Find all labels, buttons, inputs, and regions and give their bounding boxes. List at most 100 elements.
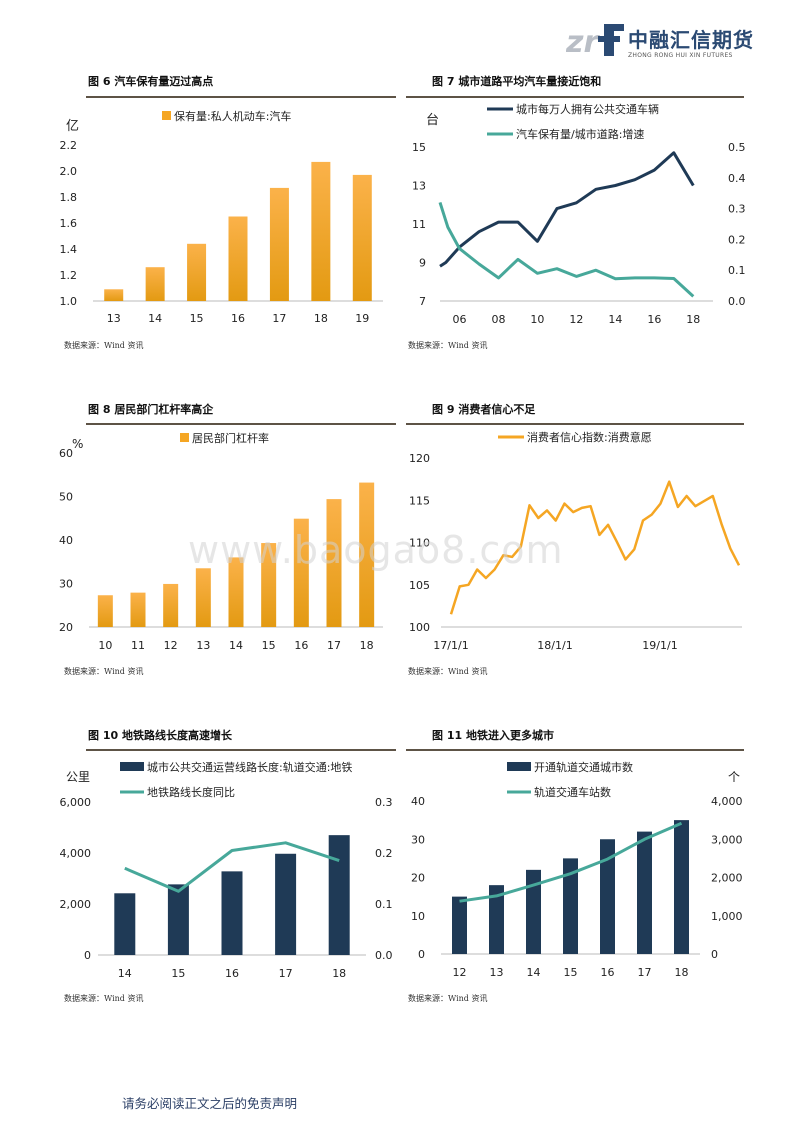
fig11-bar bbox=[489, 885, 504, 954]
fig11-bar bbox=[452, 896, 467, 954]
fig10-y-left-unit: 公里 bbox=[66, 770, 90, 784]
fig10-x-tick: 14 bbox=[118, 967, 132, 980]
figure-10-rule bbox=[86, 749, 396, 751]
fig10-x-tick: 16 bbox=[225, 967, 239, 980]
svg-text:zr: zr bbox=[566, 25, 600, 60]
fig7-y-left-tick: 11 bbox=[412, 218, 426, 231]
company-logo: zr 中融汇信期货 ZHONG RONG HUI XIN FUTURES bbox=[566, 20, 756, 64]
fig11-legend-label-line: 轨道交通车站数 bbox=[534, 785, 611, 799]
fig11-y-right-tick: 4,000 bbox=[711, 795, 743, 808]
fig11-bar bbox=[526, 869, 541, 954]
fig11-y-right-tick: 2,000 bbox=[711, 872, 743, 885]
fig10-legend-label-bar: 城市公共交通运营线路长度:轨道交通:地铁 bbox=[147, 760, 352, 774]
fig8-x-tick: 14 bbox=[229, 639, 243, 652]
fig11-y-right-unit: 个 bbox=[728, 770, 740, 784]
fig11-x-tick: 16 bbox=[601, 966, 615, 979]
figure-11-source: 数据来源：Wind 资讯 bbox=[408, 994, 488, 1003]
figure-10-title: 图 10 地铁路线长度高速增长 bbox=[88, 729, 232, 742]
disclaimer-footer: 请务必阅读正文之后的免责声明 bbox=[122, 1096, 298, 1111]
fig8-x-tick: 12 bbox=[164, 639, 178, 652]
fig8-x-tick: 16 bbox=[294, 639, 308, 652]
fig8-y-tick: 30 bbox=[59, 578, 73, 591]
fig7-y-right-tick: 0.1 bbox=[728, 264, 746, 277]
fig8-bar bbox=[195, 568, 211, 627]
fig10-bar bbox=[221, 871, 243, 955]
fig7-y-left-tick: 7 bbox=[419, 295, 426, 308]
fig7-legend-label: 汽车保有量/城市道路:增速 bbox=[516, 127, 644, 141]
fig8-bar bbox=[228, 557, 244, 627]
fig10-y-right-tick: 0.0 bbox=[375, 949, 393, 962]
fig6-y-tick: 2.2 bbox=[60, 139, 78, 152]
fig8-legend-label: 居民部门杠杆率 bbox=[192, 431, 269, 445]
fig8-x-tick: 10 bbox=[98, 639, 112, 652]
figure-8-title: 图 8 居民部门杠杆率高企 bbox=[88, 403, 214, 416]
fig8-y-tick: 40 bbox=[59, 534, 73, 547]
fig10-bar bbox=[328, 835, 350, 955]
fig10-x-tick: 15 bbox=[171, 967, 185, 980]
fig7-y-left-tick: 13 bbox=[412, 180, 426, 193]
fig10-x-tick: 17 bbox=[279, 967, 293, 980]
fig8-bar bbox=[261, 543, 277, 627]
fig9-y-tick: 120 bbox=[409, 452, 430, 465]
fig6-bar bbox=[228, 216, 248, 301]
fig8-y-tick: 50 bbox=[59, 491, 73, 504]
fig7-x-tick: 18 bbox=[686, 313, 700, 326]
fig7-y-right-tick: 0.5 bbox=[728, 141, 746, 154]
figure-6-rule bbox=[86, 96, 396, 98]
fig9-y-tick: 115 bbox=[409, 494, 430, 507]
logo-english-name: ZHONG RONG HUI XIN FUTURES bbox=[628, 52, 733, 59]
fig7-x-tick: 16 bbox=[647, 313, 661, 326]
fig8-x-tick: 15 bbox=[262, 639, 276, 652]
fig7-y-right-tick: 0.0 bbox=[728, 295, 746, 308]
fig11-y-right-tick: 0 bbox=[711, 948, 718, 961]
fig7-y-left-tick: 15 bbox=[412, 141, 426, 154]
fig10-legend-swatch-bar bbox=[120, 762, 144, 771]
fig11-x-tick: 12 bbox=[453, 966, 467, 979]
fig11-y-left-tick: 0 bbox=[418, 948, 425, 961]
watermark: www.baogao8.com bbox=[188, 528, 564, 572]
fig10-y-right-tick: 0.1 bbox=[375, 898, 393, 911]
figure-11-title: 图 11 地铁进入更多城市 bbox=[432, 729, 554, 742]
logo-mark-icon: zr bbox=[566, 24, 624, 60]
fig9-y-tick: 105 bbox=[409, 579, 430, 592]
fig9-y-tick: 110 bbox=[409, 537, 430, 550]
fig6-y-tick: 1.2 bbox=[60, 269, 78, 282]
fig11-y-left-tick: 20 bbox=[411, 872, 425, 885]
fig10-y-left-tick: 4,000 bbox=[60, 847, 92, 860]
fig10-y-left-tick: 0 bbox=[84, 949, 91, 962]
fig8-x-tick: 18 bbox=[360, 639, 374, 652]
fig7-series-line bbox=[439, 151, 695, 268]
fig6-x-tick: 16 bbox=[231, 312, 245, 325]
fig9-x-tick: 18/1/1 bbox=[537, 639, 572, 652]
fig6-bar bbox=[352, 174, 372, 301]
fig11-series-line bbox=[459, 821, 683, 903]
fig8-y-unit: % bbox=[72, 437, 83, 451]
figure-7-title: 图 7 城市道路平均汽车量接近饱和 bbox=[432, 75, 602, 88]
fig7-x-tick: 10 bbox=[530, 313, 544, 326]
fig8-bar bbox=[97, 595, 113, 627]
figure-7-source: 数据来源：Wind 资讯 bbox=[408, 341, 488, 350]
fig6-bar bbox=[187, 243, 207, 301]
fig6-x-tick: 17 bbox=[272, 312, 286, 325]
fig10-y-right-tick: 0.2 bbox=[375, 847, 393, 860]
fig10-x-tick: 18 bbox=[332, 967, 346, 980]
figure-6-title: 图 6 汽车保有量迈过高点 bbox=[88, 75, 214, 88]
fig6-y-tick: 1.6 bbox=[60, 217, 78, 230]
fig7-y-left-unit: 台 bbox=[426, 113, 439, 128]
fig8-x-tick: 13 bbox=[196, 639, 210, 652]
fig8-bar bbox=[130, 592, 146, 627]
figure-8-source: 数据来源：Wind 资讯 bbox=[64, 667, 144, 676]
fig8-legend-swatch bbox=[180, 433, 189, 442]
fig6-x-tick: 13 bbox=[107, 312, 121, 325]
fig8-x-tick: 17 bbox=[327, 639, 341, 652]
fig8-x-tick: 11 bbox=[131, 639, 145, 652]
figure-8-rule bbox=[86, 423, 396, 425]
figure-11-rule bbox=[406, 749, 744, 751]
fig6-x-tick: 15 bbox=[190, 312, 204, 325]
fig11-legend-swatch-bar bbox=[507, 762, 531, 771]
fig6-bar bbox=[269, 187, 289, 301]
fig11-x-tick: 15 bbox=[564, 966, 578, 979]
fig6-y-unit: 亿 bbox=[66, 119, 79, 134]
fig10-y-left-tick: 2,000 bbox=[60, 898, 92, 911]
